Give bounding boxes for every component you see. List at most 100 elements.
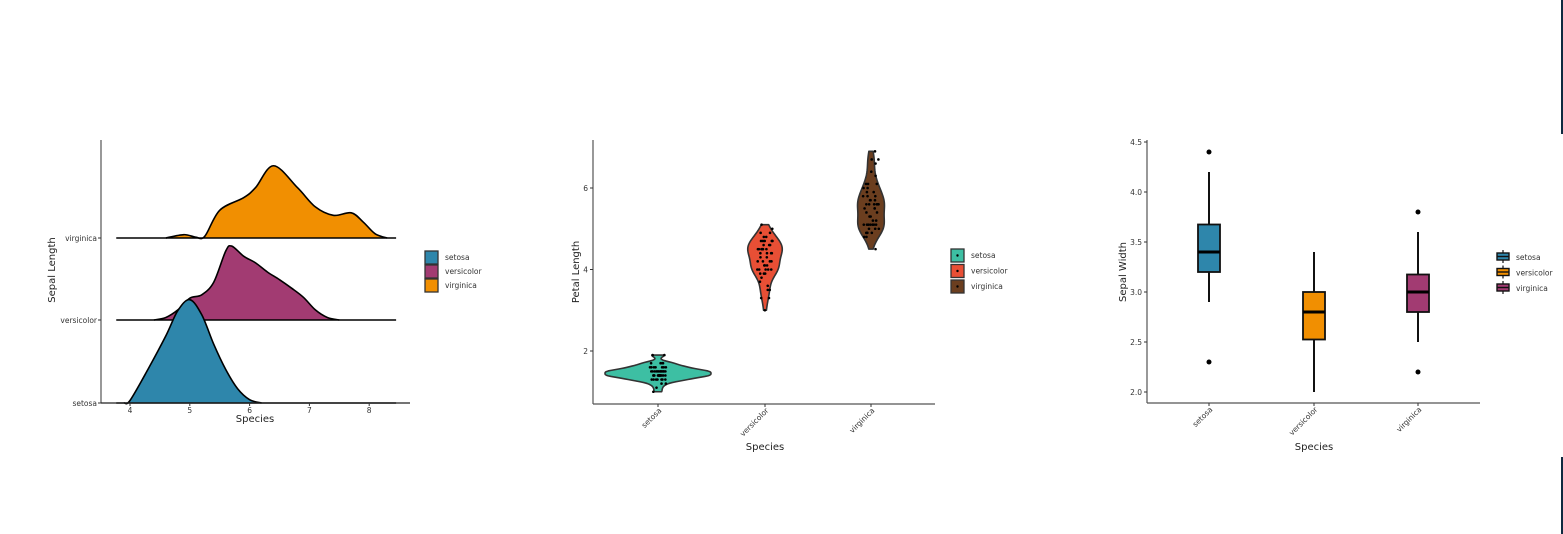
legend-label-setosa: setosa [445, 253, 470, 262]
data-point [664, 366, 668, 369]
outlier-point [1206, 149, 1212, 155]
y-axis-title: Sepal Width [1118, 242, 1129, 302]
box-versicolor [1302, 252, 1326, 392]
data-point [771, 239, 774, 243]
data-point [648, 366, 652, 369]
data-point [866, 186, 869, 190]
outlier-point [1415, 369, 1421, 375]
box-iqr [1302, 291, 1326, 341]
data-point [758, 280, 762, 284]
data-point [659, 361, 662, 365]
legend: setosa versicolor virginica [1496, 250, 1554, 294]
data-point [763, 239, 766, 243]
data-point [769, 268, 773, 271]
data-point [869, 170, 873, 173]
data-point [651, 353, 654, 357]
data-point [861, 194, 865, 198]
legend: setosa versicolor virginica [950, 248, 1009, 294]
data-point [873, 227, 877, 231]
data-point [874, 162, 877, 165]
data-point [874, 219, 878, 222]
data-point [649, 370, 653, 373]
ridge-area-virginica [165, 165, 388, 239]
data-point [759, 251, 762, 255]
data-point [770, 251, 774, 255]
legend-item-versicolor: versicolor [950, 263, 1009, 279]
legend-key-dot [956, 254, 959, 257]
legend-label-setosa: setosa [1516, 253, 1541, 262]
y-tick-label: 2.0 [1130, 388, 1142, 397]
data-point [762, 235, 766, 239]
outlier-point [1415, 209, 1421, 215]
x-tick-label: 8 [367, 406, 372, 415]
data-point [873, 198, 877, 202]
violin-shape-setosa [604, 354, 712, 393]
legend-key-dot [956, 285, 959, 288]
data-point [770, 227, 774, 231]
data-point [655, 386, 658, 389]
box-setosa [1197, 149, 1221, 365]
x-tick-label: 7 [307, 406, 312, 415]
data-point [655, 370, 658, 373]
x-tick-label: setosa [640, 406, 664, 430]
x-tick-label: 6 [247, 406, 252, 415]
data-point [661, 361, 664, 365]
legend-item-setosa: setosa [1496, 250, 1541, 263]
x-tick-label: versicolor [1287, 404, 1320, 437]
data-point [877, 227, 881, 231]
data-point [759, 231, 762, 235]
data-point [876, 203, 879, 206]
data-point [865, 203, 868, 206]
legend-item-setosa: setosa [950, 248, 996, 263]
data-point [764, 268, 767, 271]
data-point [875, 182, 879, 186]
data-point [863, 207, 866, 210]
data-point [877, 158, 880, 161]
data-point [760, 247, 764, 251]
data-point [664, 378, 667, 381]
data-point [874, 194, 877, 198]
x-tick-label: 5 [187, 406, 192, 415]
violin-versicolor [746, 223, 784, 312]
data-point [652, 374, 656, 377]
data-point [872, 190, 875, 194]
data-point [871, 219, 875, 222]
data-point [756, 260, 760, 263]
data-point [768, 243, 772, 247]
box-virginica [1406, 209, 1430, 375]
data-point [766, 268, 770, 271]
data-point [875, 211, 879, 214]
legend-label-versicolor: versicolor [971, 267, 1009, 276]
data-point [762, 272, 766, 275]
data-point [760, 223, 763, 226]
data-point [866, 182, 870, 186]
data-point [759, 239, 763, 243]
data-point [657, 370, 661, 373]
legend-key-dot [956, 269, 959, 273]
legend-key-versicolor [424, 264, 439, 279]
legend-item-versicolor: versicolor [424, 264, 483, 279]
data-point [866, 194, 869, 198]
outlier-point [1206, 359, 1212, 365]
data-point [660, 378, 663, 381]
data-point [765, 251, 769, 255]
legend-key-setosa [424, 250, 439, 265]
data-point [870, 158, 873, 161]
data-point [869, 198, 872, 202]
legend-item-virginica: virginica [950, 279, 1003, 294]
violin-shape-versicolor [746, 223, 784, 312]
data-point [866, 231, 869, 235]
legend-key-virginica [424, 278, 439, 293]
data-point [874, 247, 877, 251]
data-point [664, 374, 667, 377]
data-point [757, 268, 761, 271]
data-point [865, 223, 869, 226]
data-point [761, 260, 765, 263]
y-tick-label: 2.5 [1130, 338, 1142, 347]
data-point [759, 255, 762, 259]
data-point [660, 382, 663, 385]
x-tick-label: versicolor [738, 405, 771, 438]
data-point [654, 366, 657, 369]
data-point [867, 203, 871, 206]
data-point [756, 247, 760, 251]
